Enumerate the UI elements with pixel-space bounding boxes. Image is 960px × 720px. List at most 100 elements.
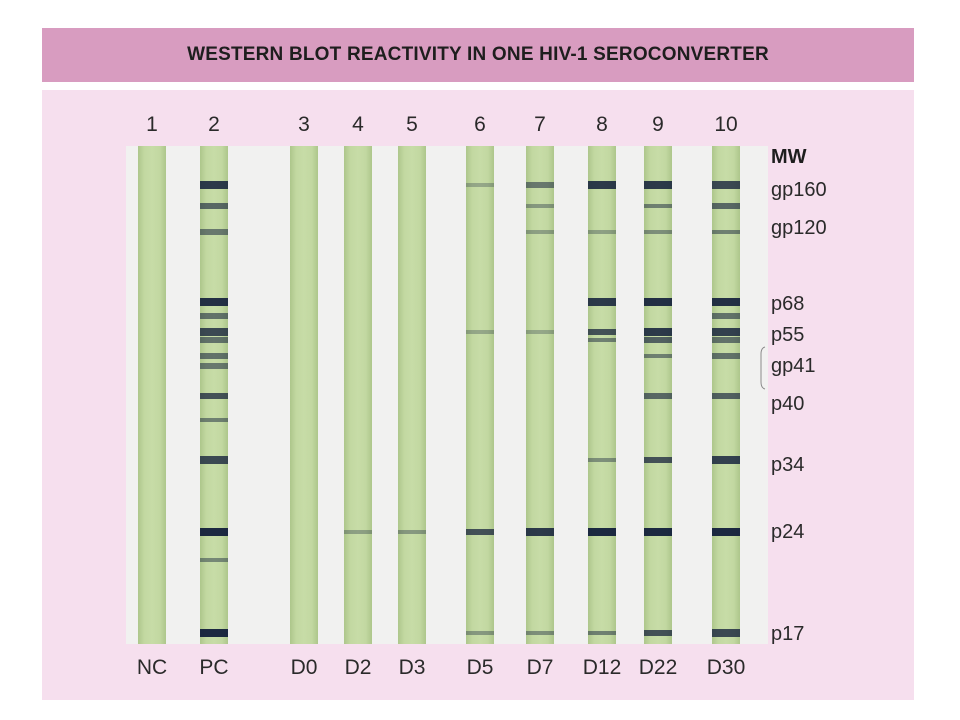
lane-sample-label: D2 xyxy=(344,656,372,679)
mw-marker-gp41: gp41 xyxy=(771,355,816,377)
band-gp160 xyxy=(466,183,494,187)
band-p34 xyxy=(588,457,616,463)
band-gp160 xyxy=(712,181,740,189)
strip-lane-10 xyxy=(712,146,740,644)
lane-sample-label: D22 xyxy=(638,656,678,679)
strip-lane-1 xyxy=(138,146,166,644)
band-gp160-lower xyxy=(644,203,672,209)
band-gp160 xyxy=(200,181,228,189)
band-gp120 xyxy=(200,229,228,235)
band-gp160-lower xyxy=(200,203,228,209)
lane-number: 6 xyxy=(474,113,486,136)
band-p17 xyxy=(200,628,228,638)
band-gp160 xyxy=(588,181,616,189)
band-p55 xyxy=(588,328,616,336)
band-p55 xyxy=(466,330,494,334)
band-p17 xyxy=(588,630,616,636)
lane-number: 8 xyxy=(596,113,608,136)
band-gp160 xyxy=(526,182,554,188)
band-gp120 xyxy=(526,230,554,234)
band-gp120 xyxy=(712,229,740,235)
band-gp160 xyxy=(644,181,672,189)
band-p40 xyxy=(644,393,672,399)
band-gp41-lower xyxy=(200,363,228,369)
band-p68-lower xyxy=(712,313,740,319)
band-p24 xyxy=(344,530,372,534)
band-p68 xyxy=(644,297,672,307)
strip-lane-3 xyxy=(290,146,318,644)
band-gp41 xyxy=(200,353,228,359)
lane-sample-label: D30 xyxy=(706,656,746,679)
lane-sample-label: D12 xyxy=(582,656,622,679)
mw-marker-p55: p55 xyxy=(771,324,805,346)
band-p24 xyxy=(588,527,616,537)
mw-marker-p34: p34 xyxy=(771,454,805,476)
band-p24 xyxy=(712,527,740,537)
strip-lane-7 xyxy=(526,146,554,644)
strip-lane-2 xyxy=(200,146,228,644)
band-p55-lower xyxy=(644,336,672,344)
band-p68 xyxy=(588,298,616,306)
band-p34 xyxy=(200,456,228,464)
mw-marker-gp160: gp160 xyxy=(771,179,827,201)
mw-header: MW xyxy=(771,146,807,168)
band-p68 xyxy=(712,297,740,307)
lane-sample-label: D3 xyxy=(398,656,426,679)
band-gp160-lower xyxy=(712,203,740,209)
mw-marker-p24: p24 xyxy=(771,521,805,543)
strip-lane-8 xyxy=(588,146,616,644)
band-p17 xyxy=(644,629,672,637)
band-p40-lower xyxy=(200,417,228,423)
band-gp41 xyxy=(644,353,672,359)
band-p24-lower xyxy=(200,557,228,563)
band-p17 xyxy=(526,630,554,636)
lane-number: 5 xyxy=(406,113,418,136)
band-p24 xyxy=(398,530,426,534)
lane-sample-label: D7 xyxy=(526,656,554,679)
lane-sample-label: D0 xyxy=(290,656,318,679)
band-p40 xyxy=(712,392,740,400)
lane-number: 2 xyxy=(208,113,220,136)
lane-sample-label: NC xyxy=(136,656,168,679)
mw-marker-p17: p17 xyxy=(771,623,805,645)
band-gp120 xyxy=(644,229,672,235)
lane-number: 3 xyxy=(298,113,310,136)
band-gp41 xyxy=(712,353,740,359)
figure-title: WESTERN BLOT REACTIVITY IN ONE HIV-1 SER… xyxy=(187,44,769,65)
band-p34 xyxy=(644,456,672,464)
lane-sample-label: D5 xyxy=(466,656,494,679)
band-p55 xyxy=(712,328,740,336)
band-p55 xyxy=(644,328,672,336)
lane-number: 10 xyxy=(714,113,738,136)
lane-number: 1 xyxy=(146,113,158,136)
band-p24 xyxy=(644,527,672,537)
band-p55-lower xyxy=(588,337,616,343)
band-p68 xyxy=(200,297,228,307)
band-gp120 xyxy=(588,230,616,234)
band-p24 xyxy=(466,528,494,536)
band-p17 xyxy=(712,629,740,637)
mw-marker-p68: p68 xyxy=(771,293,805,315)
mw-marker-p40: p40 xyxy=(771,393,805,415)
band-p24 xyxy=(526,528,554,536)
lane-number: 9 xyxy=(652,113,664,136)
lane-number: 4 xyxy=(352,113,364,136)
strip-lane-4 xyxy=(344,146,372,644)
title-bar: WESTERN BLOT REACTIVITY IN ONE HIV-1 SER… xyxy=(42,28,914,82)
band-p55 xyxy=(200,328,228,336)
band-p55 xyxy=(526,330,554,334)
band-p55-lower xyxy=(200,337,228,343)
gp41-bracket xyxy=(760,346,766,390)
band-p68-lower xyxy=(200,313,228,319)
blot-membrane xyxy=(126,146,768,644)
band-p17 xyxy=(466,631,494,635)
strip-lane-6 xyxy=(466,146,494,644)
band-gp160-lower xyxy=(526,204,554,208)
band-p40 xyxy=(200,392,228,400)
lane-sample-label: PC xyxy=(199,656,229,679)
band-p55-lower xyxy=(712,337,740,343)
band-p34 xyxy=(712,456,740,464)
strip-lane-9 xyxy=(644,146,672,644)
lane-number: 7 xyxy=(534,113,546,136)
strip-lane-5 xyxy=(398,146,426,644)
